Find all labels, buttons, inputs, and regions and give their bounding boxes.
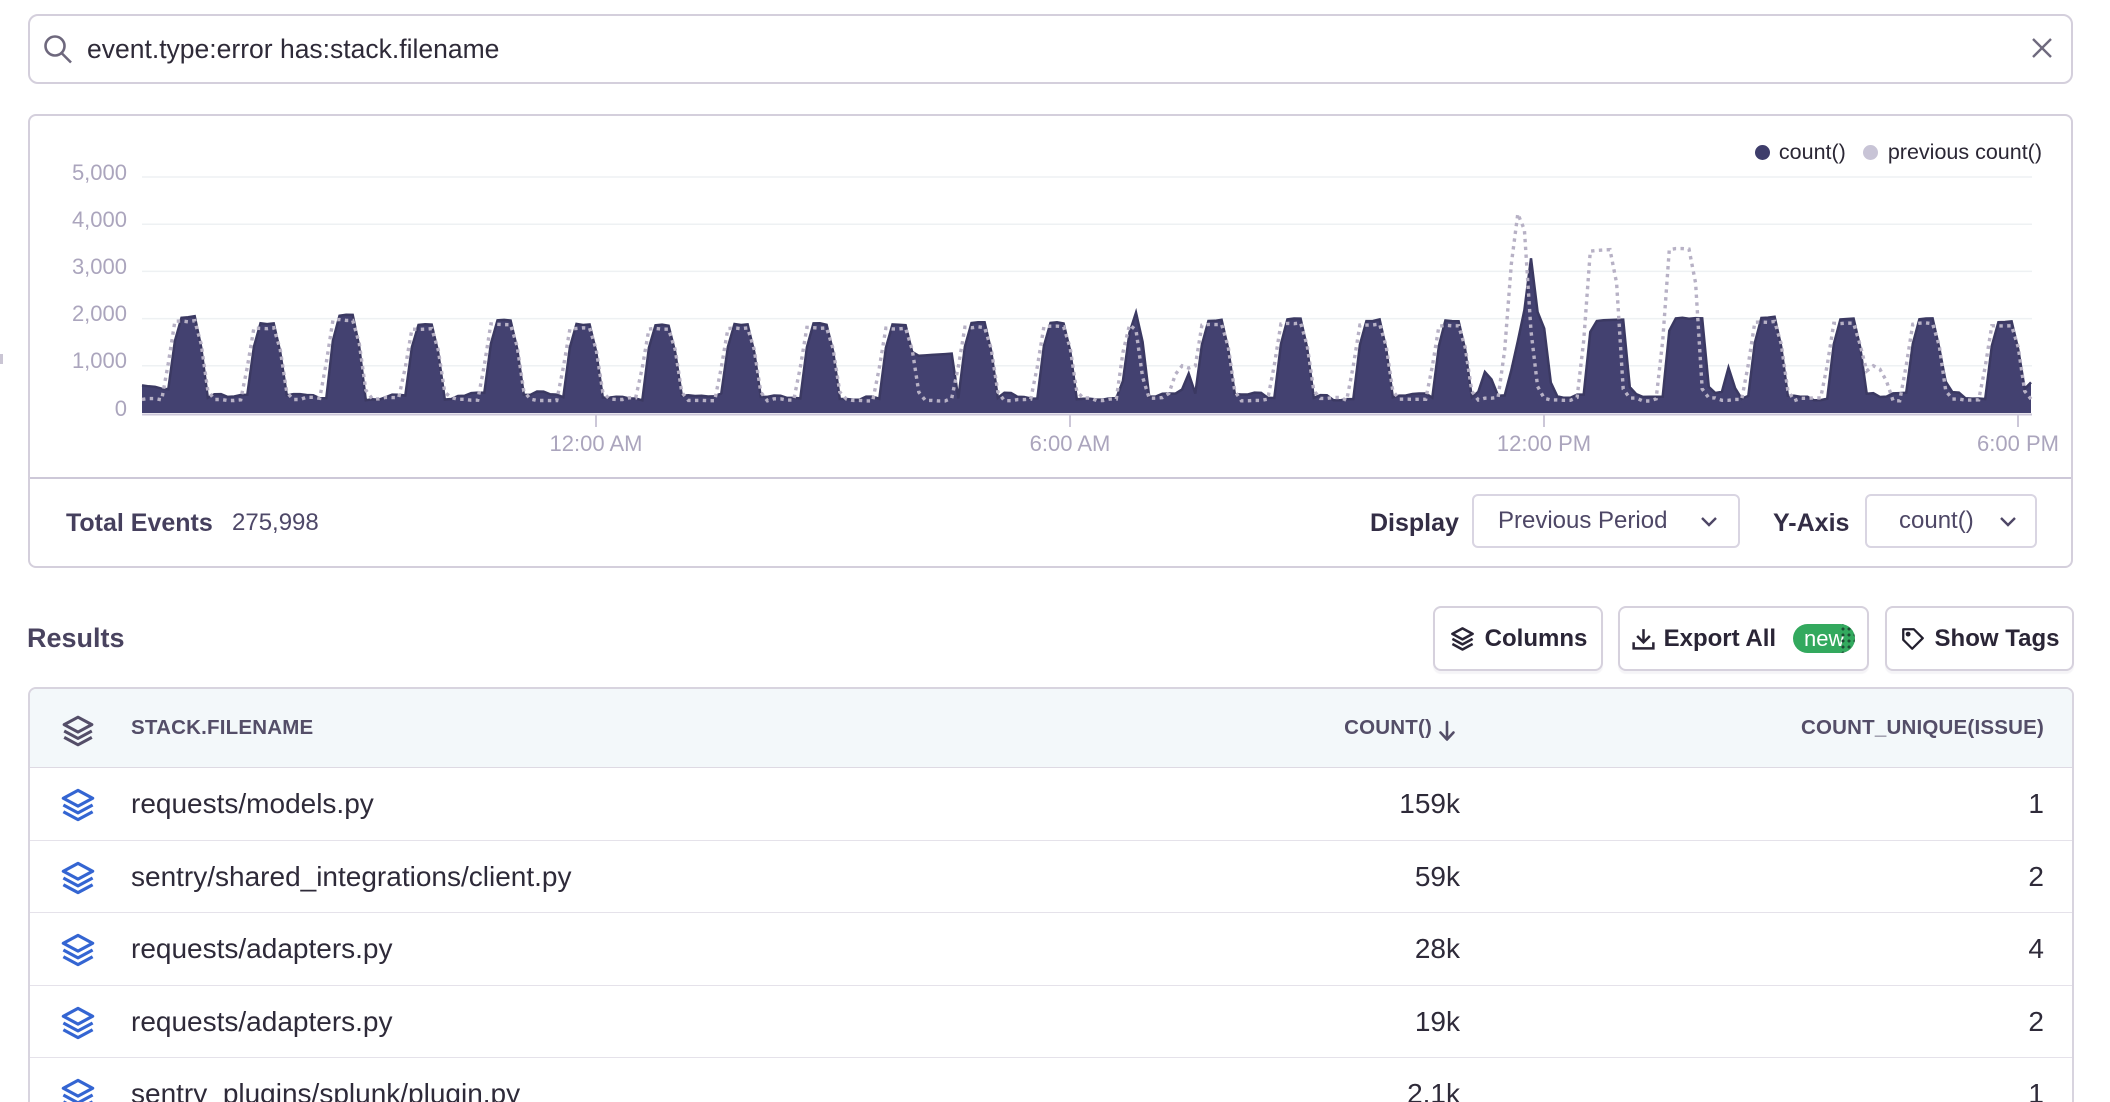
svg-text:4,000: 4,000	[72, 207, 127, 232]
svg-text:0: 0	[115, 396, 127, 421]
svg-text:12:00 AM: 12:00 AM	[550, 431, 643, 456]
svg-text:5,000: 5,000	[72, 160, 127, 185]
svg-text:12:00 PM: 12:00 PM	[1497, 431, 1591, 456]
svg-text:1,000: 1,000	[72, 348, 127, 373]
svg-text:2,000: 2,000	[72, 301, 127, 326]
svg-text:3,000: 3,000	[72, 254, 127, 279]
svg-text:6:00 AM: 6:00 AM	[1030, 431, 1111, 456]
svg-text:6:00 PM: 6:00 PM	[1977, 431, 2059, 456]
